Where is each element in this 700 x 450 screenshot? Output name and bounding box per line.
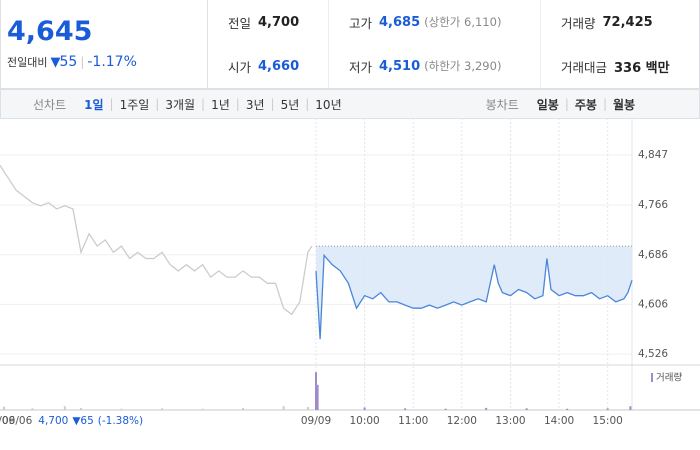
candle-tab[interactable]: 일봉 [536, 97, 559, 112]
tab-divider: | [201, 97, 206, 111]
volume-bar [485, 407, 488, 410]
period-tab[interactable]: 1주일 [119, 97, 150, 112]
quote-value: 4,700 [258, 14, 300, 30]
tab-divider: | [235, 97, 240, 111]
down-icon: ▼ [50, 54, 61, 70]
period-tab[interactable]: 1년 [211, 97, 230, 112]
quote-cell: 저가 4,510 (하한가 3,290) [328, 44, 540, 88]
quote-label: 시가 [228, 59, 252, 75]
volume-bar [629, 406, 632, 410]
change-row: 전일대비 ▼ 55 | -1.17% [7, 54, 137, 70]
volume-bar [201, 408, 204, 410]
candle-tab[interactable]: 월봉 [613, 97, 636, 112]
divider: | [80, 55, 85, 69]
volume-bar [306, 407, 309, 410]
volume-bar [316, 384, 319, 410]
current-price: 4,645 [7, 16, 93, 47]
change-label: 전일대비 [7, 56, 48, 69]
volume-bar [3, 406, 6, 410]
volume-bar [242, 407, 245, 410]
x-tick-label: 12:00 [447, 415, 477, 427]
prev-note-part: 65 [80, 415, 93, 427]
volume-bar [120, 408, 123, 410]
x-tick-label: 09/06 [0, 415, 15, 427]
prev-note-part: (-1.38%) [98, 415, 143, 427]
volume-legend: 거래량 [656, 372, 682, 384]
quote-value: 4,685 [379, 14, 421, 30]
volume-bar [63, 406, 66, 410]
volume-bar [525, 408, 528, 410]
x-tick-label: 13:00 [495, 415, 525, 427]
y-tick-label: 4,847 [638, 149, 668, 161]
tab-group-label: 선차트 [33, 97, 67, 112]
quote-cell: 거래량 72,425 [540, 0, 699, 44]
change: 55 [59, 54, 78, 70]
quote-value: 4,510 [379, 58, 421, 74]
quote-value: 4,660 [258, 58, 300, 74]
volume-bar [282, 406, 285, 410]
x-tick-label: 09/09 [301, 415, 331, 427]
quote-cell: 전일 4,700 [208, 0, 328, 44]
y-tick-label: 4,526 [638, 348, 668, 360]
period-tab[interactable]: 10년 [315, 97, 342, 112]
tab-group-label: 봉차트 [485, 97, 519, 112]
tab-divider: | [155, 97, 160, 111]
quote-label: 전일 [228, 15, 252, 31]
volume-bar [31, 408, 34, 410]
tab-divider: | [270, 97, 275, 111]
prev-day-note: 09/06 4,700 ▼65 (-1.38%) [2, 415, 143, 427]
volume-bar [606, 408, 609, 410]
change-rate: -1.17% [87, 54, 137, 70]
quote-cell: 시가 4,660 [208, 44, 328, 88]
volume-bar [161, 408, 164, 410]
period-tab[interactable]: 1일 [84, 97, 104, 112]
x-tick-label: 10:00 [349, 415, 379, 427]
x-tick-label: 11:00 [398, 415, 428, 427]
price-line [0, 165, 313, 316]
volume-bar [444, 408, 447, 410]
quote-note: (하한가 3,290) [424, 59, 502, 73]
tab-divider: | [602, 97, 608, 111]
volume-legend-icon [651, 373, 653, 382]
y-tick-label: 4,606 [638, 298, 668, 310]
x-tick-label: 15:00 [593, 415, 623, 427]
quote-value: 72,425 [602, 14, 653, 30]
quote-value: 336 백만 [614, 60, 670, 76]
candle-tab[interactable]: 주봉 [574, 97, 597, 112]
x-tick-label: 14:00 [544, 415, 574, 427]
volume-bar [80, 407, 83, 410]
y-tick-label: 4,766 [638, 199, 668, 211]
period-tab[interactable]: 5년 [280, 97, 300, 112]
tab-divider: | [109, 97, 114, 111]
price-line [315, 253, 633, 340]
period-tabs: 선차트 1일 | 1주일 | 3개월 | 1년 | 3년 | 5년 | 10년 봉차트 일봉 | 주봉 | 월봉 [0, 89, 700, 119]
quote-label: 고가 [349, 15, 373, 31]
prev-note-part: ▼ [72, 415, 81, 427]
summary: 4,645 전일대비 ▼ 55 | -1.17% [1, 0, 208, 88]
volume-bar [566, 408, 569, 410]
prev-note-part: 4,700 [38, 415, 68, 427]
quote-label: 거래량 [561, 15, 596, 31]
quote-note: (상한가 6,110) [424, 15, 502, 29]
quote-cell: 고가 4,685 (상한가 6,110) [328, 0, 540, 44]
volume-bar [315, 372, 317, 410]
quote-label: 거래대금 [561, 59, 608, 75]
tab-divider: | [305, 97, 310, 111]
area [316, 246, 632, 340]
prev-note-part: 09/06 [2, 415, 33, 427]
chart: 4,847 4,766 4,686 4,606 4,526 09/06 09/09 10:00… [0, 118, 700, 427]
period-tab[interactable]: 3개월 [165, 97, 196, 112]
quote-header: 4,645 전일대비 ▼ 55 | -1.17% 전일 4,700 고가 4,685(… [0, 0, 700, 89]
quote-grid: 전일 4,700 고가 4,685 (상한가 6,110) 거래량 72,425 시가 4,66… [208, 0, 699, 88]
volume-bar [404, 408, 407, 410]
quote-label: 저가 [349, 59, 373, 75]
tab-divider: | [564, 97, 569, 111]
volume-bar [363, 407, 366, 410]
quote-cell: 거래대금 336 백만 [540, 44, 699, 88]
y-tick-label: 4,686 [638, 249, 668, 261]
period-tab[interactable]: 3년 [245, 97, 265, 112]
